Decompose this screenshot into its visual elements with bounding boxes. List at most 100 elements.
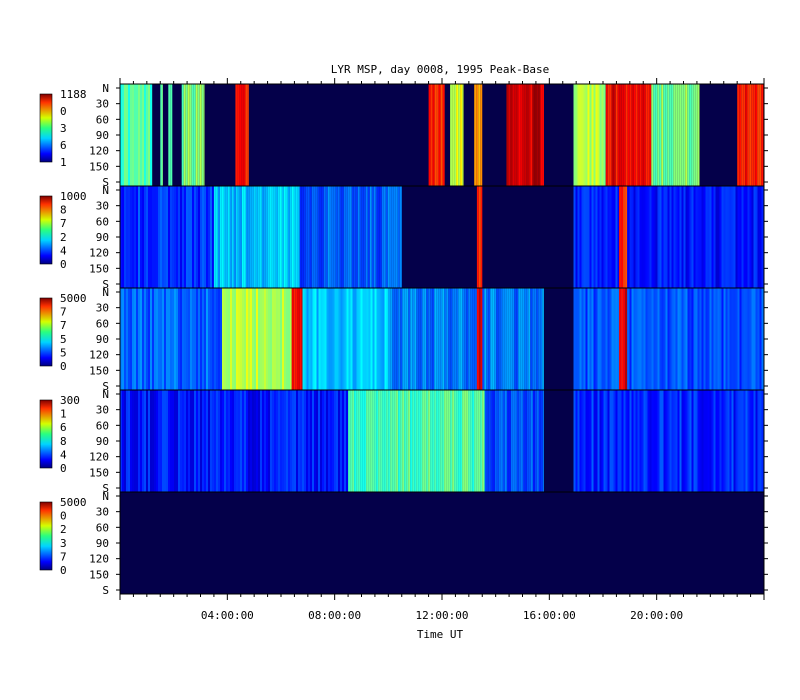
intensity-column bbox=[526, 288, 529, 390]
intensity-column bbox=[338, 390, 340, 492]
intensity-column bbox=[593, 84, 596, 186]
intensity-column bbox=[316, 390, 318, 492]
intensity-column bbox=[591, 186, 594, 288]
intensity-column bbox=[272, 390, 274, 492]
intensity-column bbox=[482, 288, 485, 390]
intensity-column bbox=[687, 186, 690, 288]
data-gap bbox=[543, 492, 574, 594]
intensity-column bbox=[144, 186, 146, 288]
intensity-column bbox=[649, 288, 652, 390]
intensity-column bbox=[371, 186, 374, 288]
intensity-column bbox=[450, 84, 453, 186]
intensity-column bbox=[304, 390, 306, 492]
intensity-column bbox=[144, 390, 146, 492]
intensity-column bbox=[615, 186, 618, 288]
intensity-column bbox=[288, 288, 290, 390]
intensity-column bbox=[613, 390, 616, 492]
intensity-column bbox=[325, 186, 328, 288]
intensity-column bbox=[336, 390, 338, 492]
intensity-column bbox=[244, 288, 246, 390]
intensity-column bbox=[743, 84, 746, 186]
intensity-column bbox=[366, 390, 369, 492]
intensity-column bbox=[761, 84, 764, 186]
intensity-column bbox=[669, 84, 672, 186]
intensity-column bbox=[176, 186, 178, 288]
intensity-column bbox=[442, 84, 445, 186]
intensity-column bbox=[440, 390, 443, 492]
intensity-column bbox=[168, 84, 171, 186]
intensity-column bbox=[126, 390, 128, 492]
intensity-column bbox=[326, 288, 329, 390]
intensity-column bbox=[222, 288, 224, 390]
intensity-column bbox=[182, 390, 184, 492]
intensity-column bbox=[490, 390, 493, 492]
intensity-column bbox=[422, 288, 425, 390]
intensity-column bbox=[295, 288, 298, 390]
intensity-column bbox=[406, 288, 409, 390]
intensity-column bbox=[510, 288, 513, 390]
intensity-column bbox=[671, 390, 674, 492]
intensity-column bbox=[693, 288, 696, 390]
intensity-column bbox=[619, 84, 622, 186]
intensity-column bbox=[162, 288, 164, 390]
intensity-column bbox=[508, 390, 511, 492]
intensity-column bbox=[689, 84, 692, 186]
intensity-column bbox=[142, 288, 144, 390]
intensity-column bbox=[372, 390, 375, 492]
intensity-column bbox=[306, 288, 309, 390]
intensity-column bbox=[685, 186, 688, 288]
intensity-column bbox=[388, 288, 391, 390]
intensity-column bbox=[272, 288, 274, 390]
intensity-column bbox=[595, 390, 598, 492]
colorbar-label: 4 bbox=[60, 448, 67, 461]
intensity-column bbox=[641, 288, 644, 390]
intensity-column bbox=[484, 288, 487, 390]
intensity-column bbox=[313, 186, 316, 288]
intensity-column bbox=[526, 390, 529, 492]
intensity-column bbox=[452, 84, 455, 186]
intensity-column bbox=[314, 390, 316, 492]
colorbar-label: 8 bbox=[60, 204, 67, 217]
intensity-column bbox=[412, 288, 415, 390]
intensity-column bbox=[727, 390, 730, 492]
intensity-column bbox=[192, 288, 194, 390]
intensity-column bbox=[757, 288, 760, 390]
intensity-column bbox=[254, 390, 256, 492]
intensity-column bbox=[273, 186, 276, 288]
x-tick-label: 12:00:00 bbox=[416, 609, 469, 622]
intensity-column bbox=[745, 390, 748, 492]
intensity-column bbox=[120, 186, 122, 288]
intensity-column bbox=[230, 288, 232, 390]
intensity-column bbox=[651, 390, 654, 492]
intensity-column bbox=[677, 288, 680, 390]
intensity-column bbox=[532, 288, 535, 390]
intensity-column bbox=[651, 84, 654, 186]
intensity-column bbox=[340, 390, 342, 492]
intensity-column bbox=[217, 186, 220, 288]
intensity-column bbox=[150, 186, 152, 288]
intensity-column bbox=[613, 84, 616, 186]
intensity-column bbox=[605, 84, 608, 186]
intensity-column bbox=[647, 288, 650, 390]
intensity-column bbox=[248, 390, 250, 492]
colorbar-label: 8 bbox=[60, 435, 67, 448]
intensity-column bbox=[611, 84, 614, 186]
intensity-column bbox=[210, 288, 212, 390]
intensity-column bbox=[496, 390, 499, 492]
intensity-column bbox=[434, 390, 437, 492]
intensity-column bbox=[468, 288, 471, 390]
intensity-column bbox=[709, 288, 712, 390]
intensity-column bbox=[172, 390, 174, 492]
intensity-column bbox=[256, 390, 258, 492]
intensity-column bbox=[305, 186, 308, 288]
intensity-column bbox=[200, 288, 202, 390]
intensity-column bbox=[249, 186, 252, 288]
colorbar-label: 0 bbox=[60, 510, 67, 523]
intensity-column bbox=[334, 390, 336, 492]
intensity-column bbox=[599, 288, 602, 390]
colorbar-gradient bbox=[39, 93, 53, 163]
intensity-column bbox=[258, 288, 260, 390]
intensity-column bbox=[697, 84, 700, 186]
intensity-column bbox=[631, 390, 634, 492]
intensity-column bbox=[603, 186, 606, 288]
